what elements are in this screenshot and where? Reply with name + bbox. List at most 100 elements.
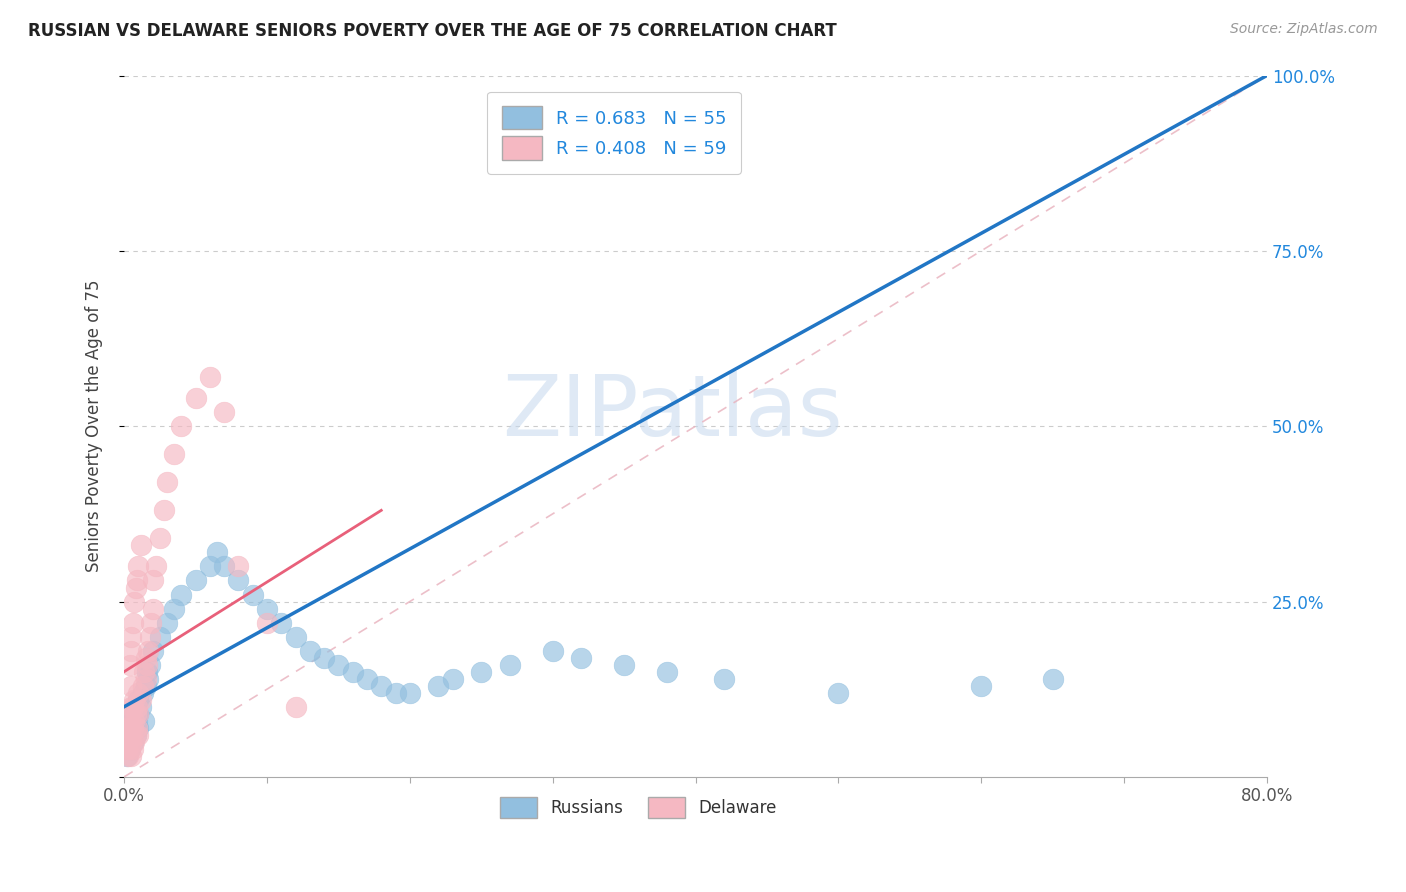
Point bbox=[124, 581, 146, 595]
Point bbox=[156, 615, 179, 630]
Point bbox=[120, 748, 142, 763]
Point bbox=[256, 615, 278, 630]
Point bbox=[118, 741, 141, 756]
Point bbox=[122, 721, 145, 735]
Point bbox=[270, 615, 292, 630]
Point bbox=[120, 728, 142, 742]
Point bbox=[163, 447, 186, 461]
Point bbox=[256, 601, 278, 615]
Point bbox=[713, 672, 735, 686]
Point bbox=[136, 665, 159, 679]
Point bbox=[118, 714, 141, 728]
Point bbox=[127, 728, 149, 742]
Point bbox=[115, 741, 138, 756]
Point bbox=[284, 630, 307, 644]
Point bbox=[370, 679, 392, 693]
Point bbox=[212, 559, 235, 574]
Point bbox=[314, 650, 336, 665]
Point bbox=[228, 559, 250, 574]
Point bbox=[120, 643, 142, 657]
Point bbox=[122, 692, 145, 706]
Point bbox=[125, 574, 148, 588]
Point bbox=[398, 686, 420, 700]
Point bbox=[827, 686, 849, 700]
Point bbox=[212, 405, 235, 419]
Point bbox=[118, 728, 141, 742]
Point bbox=[1042, 672, 1064, 686]
Point bbox=[284, 699, 307, 714]
Point bbox=[970, 679, 993, 693]
Point bbox=[129, 699, 152, 714]
Point bbox=[156, 475, 179, 490]
Point bbox=[122, 706, 145, 721]
Point bbox=[163, 601, 186, 615]
Point bbox=[242, 587, 264, 601]
Point bbox=[170, 419, 193, 434]
Point bbox=[569, 650, 592, 665]
Point bbox=[127, 706, 149, 721]
Point bbox=[142, 574, 165, 588]
Point bbox=[127, 706, 149, 721]
Point bbox=[124, 728, 146, 742]
Point bbox=[142, 643, 165, 657]
Point bbox=[125, 721, 148, 735]
Point bbox=[470, 665, 492, 679]
Point bbox=[541, 643, 564, 657]
Point bbox=[184, 391, 207, 405]
Point bbox=[153, 503, 176, 517]
Point bbox=[125, 714, 148, 728]
Point bbox=[134, 665, 156, 679]
Point bbox=[141, 615, 163, 630]
Point bbox=[120, 679, 142, 693]
Point bbox=[298, 643, 321, 657]
Text: Source: ZipAtlas.com: Source: ZipAtlas.com bbox=[1230, 22, 1378, 37]
Point bbox=[131, 686, 153, 700]
Point bbox=[342, 665, 364, 679]
Point bbox=[120, 699, 142, 714]
Point bbox=[328, 657, 350, 672]
Point bbox=[117, 748, 139, 763]
Point bbox=[115, 748, 138, 763]
Point bbox=[427, 679, 450, 693]
Point bbox=[118, 657, 141, 672]
Point bbox=[121, 615, 143, 630]
Point bbox=[122, 735, 145, 749]
Point bbox=[127, 559, 149, 574]
Point bbox=[124, 728, 146, 742]
Point bbox=[118, 741, 141, 756]
Point bbox=[129, 692, 152, 706]
Point bbox=[145, 559, 167, 574]
Point bbox=[121, 721, 143, 735]
Point bbox=[121, 699, 143, 714]
Point bbox=[127, 686, 149, 700]
Point bbox=[134, 714, 156, 728]
Point bbox=[115, 728, 138, 742]
Point bbox=[139, 657, 162, 672]
Point bbox=[149, 532, 172, 546]
Point bbox=[127, 692, 149, 706]
Point bbox=[198, 370, 221, 384]
Y-axis label: Seniors Poverty Over the Age of 75: Seniors Poverty Over the Age of 75 bbox=[86, 280, 103, 573]
Point bbox=[117, 735, 139, 749]
Point bbox=[117, 706, 139, 721]
Point bbox=[135, 679, 157, 693]
Point bbox=[125, 699, 148, 714]
Text: ZIPatlas: ZIPatlas bbox=[502, 371, 844, 454]
Point bbox=[205, 545, 228, 559]
Point bbox=[120, 714, 142, 728]
Point bbox=[120, 735, 142, 749]
Point bbox=[613, 657, 636, 672]
Text: RUSSIAN VS DELAWARE SENIORS POVERTY OVER THE AGE OF 75 CORRELATION CHART: RUSSIAN VS DELAWARE SENIORS POVERTY OVER… bbox=[28, 22, 837, 40]
Point bbox=[117, 735, 139, 749]
Point bbox=[122, 594, 145, 608]
Point bbox=[120, 630, 142, 644]
Point bbox=[384, 686, 406, 700]
Point bbox=[121, 735, 143, 749]
Point bbox=[149, 630, 172, 644]
Point bbox=[135, 672, 157, 686]
Point bbox=[131, 679, 153, 693]
Point bbox=[138, 672, 160, 686]
Point bbox=[129, 538, 152, 552]
Point bbox=[124, 706, 146, 721]
Point bbox=[127, 721, 149, 735]
